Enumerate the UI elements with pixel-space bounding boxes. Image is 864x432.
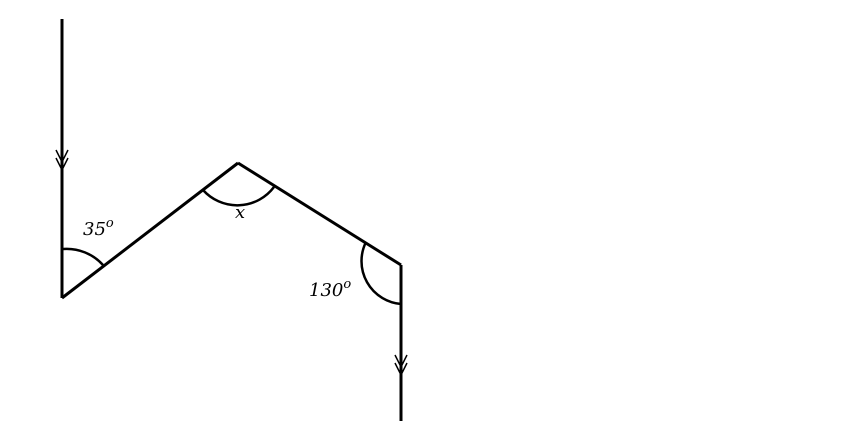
angle-label-x: x [235, 202, 245, 223]
angle-label-130: 130o [309, 277, 351, 301]
parallel-arrow-mark-lower [394, 354, 408, 369]
angle-label-35: 35o [83, 216, 114, 240]
angle-arc-130 [360, 241, 402, 306]
segment-lower-left-to-peak [61, 161, 239, 300]
angle-arc-35 [62, 247, 104, 266]
parallel-arrow-mark-upper [55, 149, 69, 164]
parallel-arrow-mark-upper-2 [55, 157, 69, 172]
angle-arc-x [202, 186, 275, 207]
segment-peak-to-right-corner [237, 161, 402, 267]
parallel-arrow-mark-lower-2 [394, 362, 408, 377]
